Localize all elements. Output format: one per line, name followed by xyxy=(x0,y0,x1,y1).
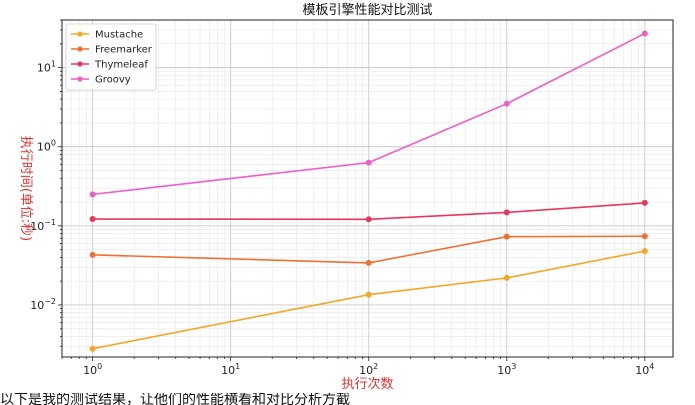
data-point-thymeleaf xyxy=(365,216,372,223)
data-point-freemarker xyxy=(365,259,372,266)
data-point-thymeleaf xyxy=(89,216,96,223)
plot-area xyxy=(62,20,673,357)
series-group xyxy=(89,30,648,352)
legend-marker-mustache xyxy=(77,31,83,37)
caption-text: 以下是我的测试结果，让他们的性能横看和对比分析方截 xyxy=(0,393,350,405)
legend: Mustache Freemarker Thymeleaf Groovy xyxy=(65,23,157,91)
legend-label: Freemarker xyxy=(95,45,153,56)
legend-label: Groovy xyxy=(95,75,131,86)
y-tick-label: 101 xyxy=(37,60,56,75)
data-point-mustache xyxy=(503,274,510,281)
line-chart: 100 101 102 103 104 10−2 10−1 100 101 Mustache Fr… xyxy=(18,3,674,392)
data-point-groovy xyxy=(89,191,96,198)
data-point-freemarker xyxy=(89,251,96,258)
legend-marker-freemarker xyxy=(77,46,83,52)
data-point-groovy xyxy=(365,159,372,166)
legend-label: Thymeleaf xyxy=(94,60,148,71)
legend-marker-thymeleaf xyxy=(77,61,83,67)
x-tick-label: 104 xyxy=(635,362,654,377)
data-point-thymeleaf xyxy=(503,209,510,216)
legend-marker-groovy xyxy=(77,76,83,82)
series-line-thymeleaf xyxy=(92,202,645,221)
legend-box xyxy=(65,23,157,91)
series-line-groovy xyxy=(92,32,646,196)
data-point-groovy xyxy=(503,100,510,107)
data-point-groovy xyxy=(641,30,648,37)
y-tick-label: 100 xyxy=(37,139,56,154)
y-tick-label: 10−1 xyxy=(30,218,56,233)
axis-ticks: 100 101 102 103 104 10−2 10−1 100 101 xyxy=(30,19,654,377)
data-point-freemarker xyxy=(503,233,510,240)
x-axis-label: 执行次数 xyxy=(341,376,393,392)
data-point-freemarker xyxy=(641,233,648,240)
x-tick-label: 102 xyxy=(359,362,378,377)
data-point-mustache xyxy=(365,291,372,298)
chart-title: 模板引擎性能对比测试 xyxy=(302,3,432,18)
legend-label: Mustache xyxy=(95,30,143,41)
data-point-mustache xyxy=(89,345,96,352)
y-tick-label: 10−2 xyxy=(30,297,56,312)
y-axis-label: 执行时间(单位:秒) xyxy=(18,136,33,242)
x-tick-label: 101 xyxy=(221,362,240,377)
x-tick-label: 100 xyxy=(83,362,102,377)
data-point-thymeleaf xyxy=(641,199,648,206)
x-tick-label: 103 xyxy=(497,362,516,377)
data-point-mustache xyxy=(641,248,648,255)
series-line-mustache xyxy=(92,250,645,350)
series-line-freemarker xyxy=(92,235,645,264)
